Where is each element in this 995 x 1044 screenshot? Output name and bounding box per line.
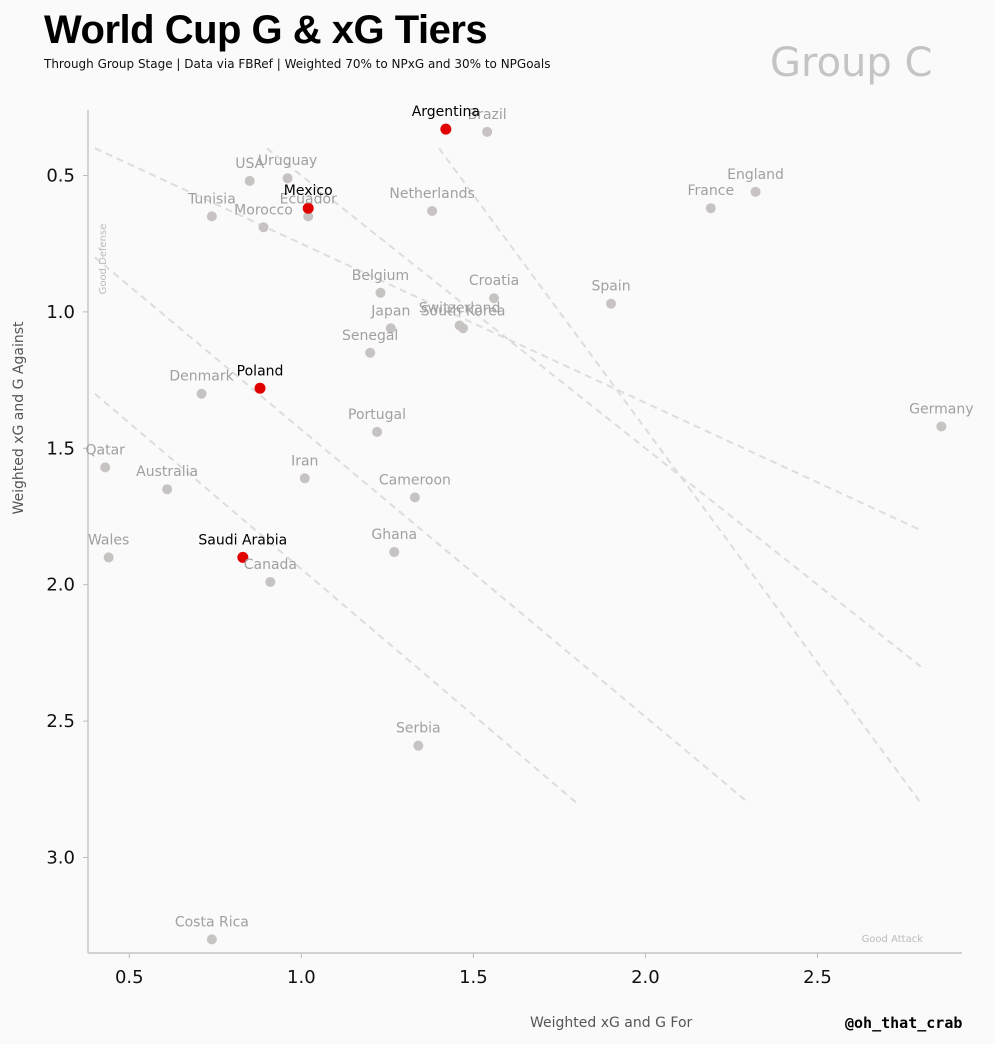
label-france: France [688, 183, 735, 199]
point-croatia [489, 293, 500, 304]
label-ghana: Ghana [371, 527, 417, 543]
y-tick-label: 1.5 [46, 438, 75, 459]
point-germany [936, 421, 947, 432]
tier-line-1 [94, 147, 922, 532]
x-tick-label: 2.0 [631, 967, 660, 988]
point-canada [265, 576, 276, 587]
point-wales [103, 552, 114, 563]
label-cameroon: Cameroon [379, 472, 451, 488]
point-senegal [365, 347, 376, 358]
label-serbia: Serbia [396, 721, 441, 737]
point-denmark [196, 388, 207, 399]
label-wales: Wales [88, 532, 129, 548]
point-belgium [375, 287, 386, 298]
label-saudi-arabia: Saudi Arabia [198, 532, 287, 548]
point-morocco [258, 222, 269, 233]
point-portugal [372, 426, 383, 437]
y-tick-label: 2.5 [46, 711, 75, 732]
label-iran: Iran [291, 453, 318, 469]
chart-title: World Cup G & xG Tiers [44, 8, 488, 52]
label-croatia: Croatia [469, 273, 519, 289]
label-germany: Germany [909, 401, 973, 417]
x-tick-label: 0.5 [115, 967, 144, 988]
point-poland [254, 382, 266, 394]
y-tick-label: 3.0 [46, 848, 75, 869]
label-morocco: Morocco [234, 202, 293, 218]
label-belgium: Belgium [352, 268, 409, 284]
point-mexico [302, 202, 314, 214]
label-south-korea: South Korea [421, 303, 506, 319]
label-qatar: Qatar [85, 442, 125, 458]
label-england: England [727, 167, 784, 183]
axes: 0.5 1.0 1.5 2.0 2.5 0.5 1.0 1.5 2.0 2.5 3.0 [46, 110, 962, 988]
point-usa [244, 175, 255, 186]
point-netherlands [427, 205, 438, 216]
point-uruguay [282, 173, 293, 184]
tier-line-4 [94, 256, 750, 804]
y-axis-label: Weighted xG and G Against [11, 321, 27, 515]
tier-lines [94, 147, 922, 804]
label-switzerland: Switzerland [419, 301, 501, 317]
point-argentina [440, 123, 452, 135]
data-points [100, 123, 947, 945]
label-mexico: Mexico [284, 183, 333, 199]
point-tunisia [206, 211, 217, 222]
point-saudi-arabia [237, 551, 249, 563]
point-spain [606, 298, 617, 309]
label-japan: Japan [370, 303, 410, 319]
x-tick-label: 1.0 [287, 967, 316, 988]
point-south-korea [458, 323, 469, 334]
y-tick-label: 1.0 [46, 302, 75, 323]
chart-subtitle: Through Group Stage | Data via FBRef | W… [44, 57, 551, 71]
y-tick-label: 0.5 [46, 165, 75, 186]
label-netherlands: Netherlands [389, 186, 474, 202]
author-credit: @oh_that_crab [845, 1014, 963, 1032]
label-argentina: Argentina [412, 104, 480, 120]
label-denmark: Denmark [169, 369, 234, 385]
point-australia [162, 484, 173, 495]
point-iran [299, 473, 310, 484]
good-attack-annotation: Good Attack [862, 934, 924, 945]
label-canada: Canada [244, 557, 297, 573]
label-tunisia: Tunisia [187, 191, 236, 207]
point-england [750, 186, 761, 197]
point-brazil [482, 126, 493, 137]
label-ecuador: Ecuador [280, 191, 337, 207]
point-cameroon [409, 492, 420, 503]
label-uruguay: Uruguay [258, 153, 318, 169]
label-senegal: Senegal [342, 328, 398, 344]
label-australia: Australia [136, 464, 198, 480]
point-ecuador [303, 211, 314, 222]
x-tick-label: 1.5 [459, 967, 488, 988]
point-serbia [413, 740, 424, 751]
point-ghana [389, 546, 400, 557]
point-qatar [100, 462, 111, 473]
x-tick-label: 2.5 [803, 967, 832, 988]
point-france [705, 203, 716, 214]
label-portugal: Portugal [348, 407, 406, 423]
label-usa: USA [235, 156, 264, 172]
point-costa-rica [206, 934, 217, 945]
good-defense-annotation: Good Defense [98, 224, 109, 295]
y-tick-label: 2.0 [46, 575, 75, 596]
label-brazil: Brazil [468, 107, 507, 123]
point-japan [385, 323, 396, 334]
tier-line-5 [94, 392, 578, 804]
group-label: Group C [770, 40, 933, 86]
label-costa-rica: Costa Rica [175, 914, 249, 930]
x-axis-label: Weighted xG and G For [530, 1015, 693, 1031]
label-poland: Poland [237, 363, 284, 379]
tier-line-3 [438, 147, 922, 804]
label-spain: Spain [591, 279, 630, 295]
